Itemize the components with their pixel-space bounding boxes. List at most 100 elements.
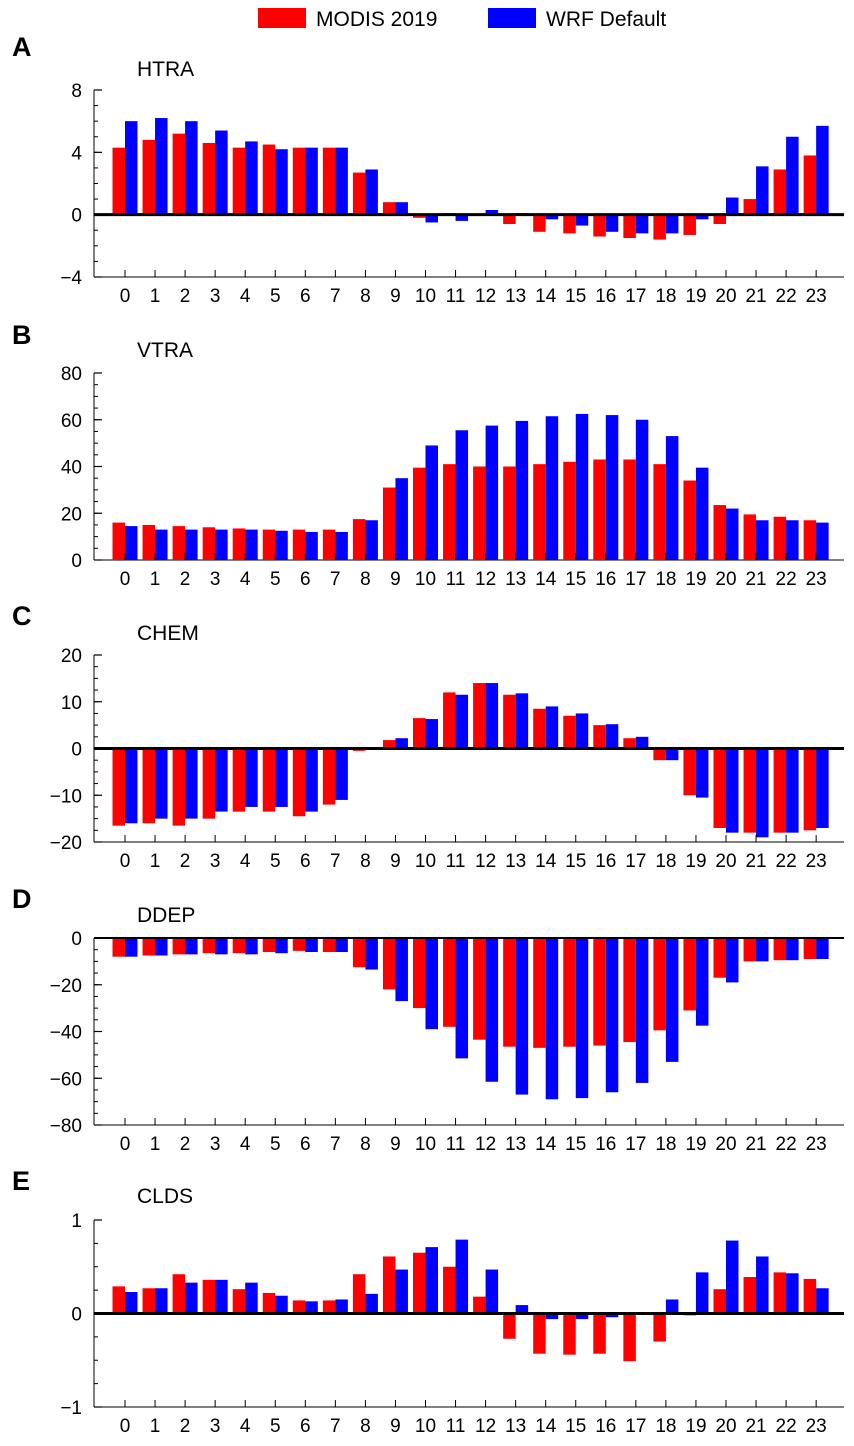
bar-modis-13 [503,214,516,225]
x-tick-label: 0 [120,1134,131,1155]
bar-wrf-13 [515,420,529,560]
bar-wrf-3 [215,938,228,955]
x-tick-label: 18 [655,851,676,872]
bar-wrf-23 [816,1288,829,1314]
bar-modis-18 [653,464,666,560]
bar-wrf-8 [365,169,378,215]
bar-modis-12 [473,466,486,560]
x-tick-label: 1 [150,1416,161,1437]
bar-wrf-15 [575,1313,589,1320]
x-tick-label: 8 [360,1134,371,1155]
bar-wrf-12 [485,1269,499,1314]
x-tick-label: 11 [446,851,466,872]
bar-wrf-8 [365,1293,378,1314]
bar-wrf-15 [575,938,589,1099]
bar-modis-19 [683,480,696,560]
bar-modis-21 [743,514,757,560]
bar-wrf-22 [786,938,799,961]
bar-wrf-16 [605,1313,619,1318]
x-tick-label: 7 [330,1134,341,1155]
x-tick-label: 14 [535,1134,557,1155]
x-tick-label: 5 [270,1416,281,1437]
y-tick-label: −80 [50,1116,82,1137]
bar-wrf-14 [545,416,559,560]
bar-wrf-2 [185,529,198,560]
x-tick-label: 20 [715,569,736,590]
x-tick-label: 2 [180,1416,191,1437]
x-tick-label: 14 [535,569,557,590]
bar-modis-13 [503,466,516,560]
x-tick-label: 14 [535,286,557,307]
bar-modis-21 [743,748,757,833]
bar-modis-20 [713,505,726,560]
bar-modis-0 [112,938,125,957]
x-tick-label: 21 [745,1416,766,1437]
bar-modis-13 [503,938,516,1047]
x-tick-label: 3 [210,286,221,307]
x-tick-label: 4 [240,1134,251,1155]
x-tick-label: 16 [595,851,616,872]
bar-wrf-4 [245,938,258,955]
bar-wrf-21 [756,748,769,838]
bar-wrf-0 [125,1291,138,1314]
bar-wrf-9 [395,202,408,215]
bar-wrf-20 [726,748,739,833]
bar-modis-21 [743,938,757,962]
bar-wrf-16 [605,938,619,1093]
bar-modis-13 [503,694,516,749]
bar-modis-22 [773,748,787,833]
x-tick-label: 21 [745,569,766,590]
bar-modis-6 [292,1300,306,1314]
bar-wrf-19 [695,938,709,1026]
x-tick-label: 6 [300,569,311,590]
bar-modis-12 [473,1296,486,1314]
bar-modis-4 [232,147,246,215]
bar-modis-16 [593,725,606,749]
bar-modis-15 [563,938,576,1047]
x-tick-label: 15 [565,286,586,307]
bar-modis-2 [172,1274,186,1314]
bar-modis-6 [292,147,306,215]
bar-wrf-6 [305,748,318,812]
bar-wrf-21 [756,166,769,215]
x-tick-label: 1 [150,569,161,590]
bar-wrf-23 [816,125,829,215]
bar-wrf-21 [756,1256,769,1314]
bar-modis-4 [232,528,246,560]
bar-wrf-20 [726,1240,739,1314]
y-tick-label: −1 [60,1398,82,1419]
x-tick-label: 19 [685,569,706,590]
bar-modis-14 [533,1313,546,1354]
bar-wrf-6 [305,531,318,560]
bar-modis-18 [653,214,666,240]
bar-wrf-21 [756,520,769,560]
x-tick-label: 23 [806,1416,827,1437]
y-tick-label: 20 [61,646,82,667]
bar-wrf-1 [155,529,168,560]
x-tick-label: 2 [180,851,191,872]
x-tick-label: 9 [390,851,401,872]
bar-wrf-14 [545,938,559,1100]
bar-wrf-5 [275,530,288,560]
bar-wrf-18 [665,436,679,560]
bar-modis-3 [202,938,216,954]
bar-modis-5 [262,529,276,560]
bar-wrf-4 [245,529,258,560]
x-tick-label: 21 [745,851,766,872]
panel-title: CLDS [137,1185,193,1208]
bar-modis-10 [413,718,426,749]
x-tick-label: 23 [806,286,827,307]
bar-modis-22 [773,169,787,215]
x-tick-label: 13 [505,851,526,872]
bar-modis-23 [803,938,817,960]
x-tick-label: 1 [150,851,161,872]
bar-wrf-22 [786,1273,799,1314]
bar-modis-7 [322,147,336,215]
y-tick-label: 0 [71,551,82,572]
y-tick-label: −4 [60,268,82,289]
x-tick-label: 4 [240,1416,251,1437]
bar-modis-15 [563,715,576,749]
bar-wrf-10 [425,1247,438,1314]
